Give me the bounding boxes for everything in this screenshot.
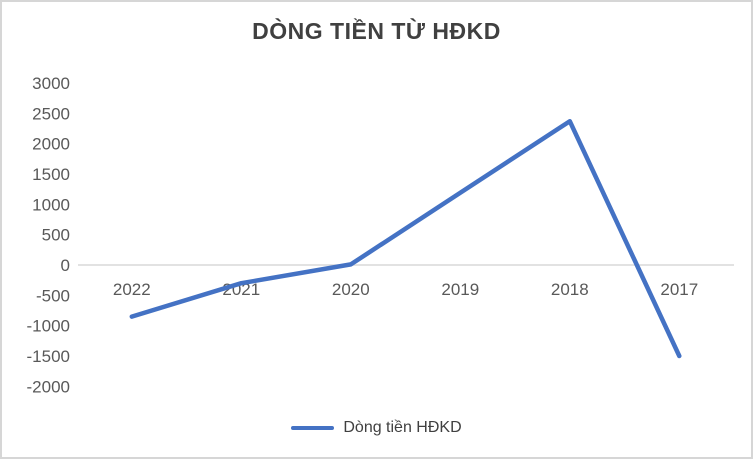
y-tick-label: -2000: [27, 377, 70, 396]
legend: Dòng tiền HĐKD: [2, 419, 751, 437]
y-tick-label: 2000: [32, 135, 70, 154]
x-tick-label: 2022: [113, 280, 151, 299]
x-axis-labels: 2022 2021 2020 2019 2018 2017: [113, 280, 698, 299]
y-tick-label: 1500: [32, 165, 70, 184]
legend-label: Dòng tiền HĐKD: [343, 419, 462, 436]
y-tick-label: 3000: [32, 74, 70, 93]
y-tick-label: 0: [61, 256, 70, 275]
x-tick-label: 2017: [660, 280, 698, 299]
y-axis-tick-labels: 3000 2500 2000 1500 1000 500 0 -500 -1000 -1500 -2…: [27, 74, 70, 396]
chart-title: DÒNG TIỀN TỪ HĐKD: [252, 18, 501, 44]
y-tick-label: 500: [42, 226, 70, 245]
y-tick-label: -500: [36, 286, 70, 305]
x-tick-label: 2019: [441, 280, 479, 299]
y-tick-label: -1500: [27, 347, 70, 366]
data-series-line: [129, 118, 682, 359]
y-tick-label: 1000: [32, 195, 70, 214]
x-tick-label: 2020: [332, 280, 370, 299]
y-tick-label: -1000: [27, 317, 70, 336]
y-tick-label: 2500: [32, 104, 70, 123]
x-tick-label: 2018: [551, 280, 589, 299]
legend-line-marker: [291, 425, 335, 431]
